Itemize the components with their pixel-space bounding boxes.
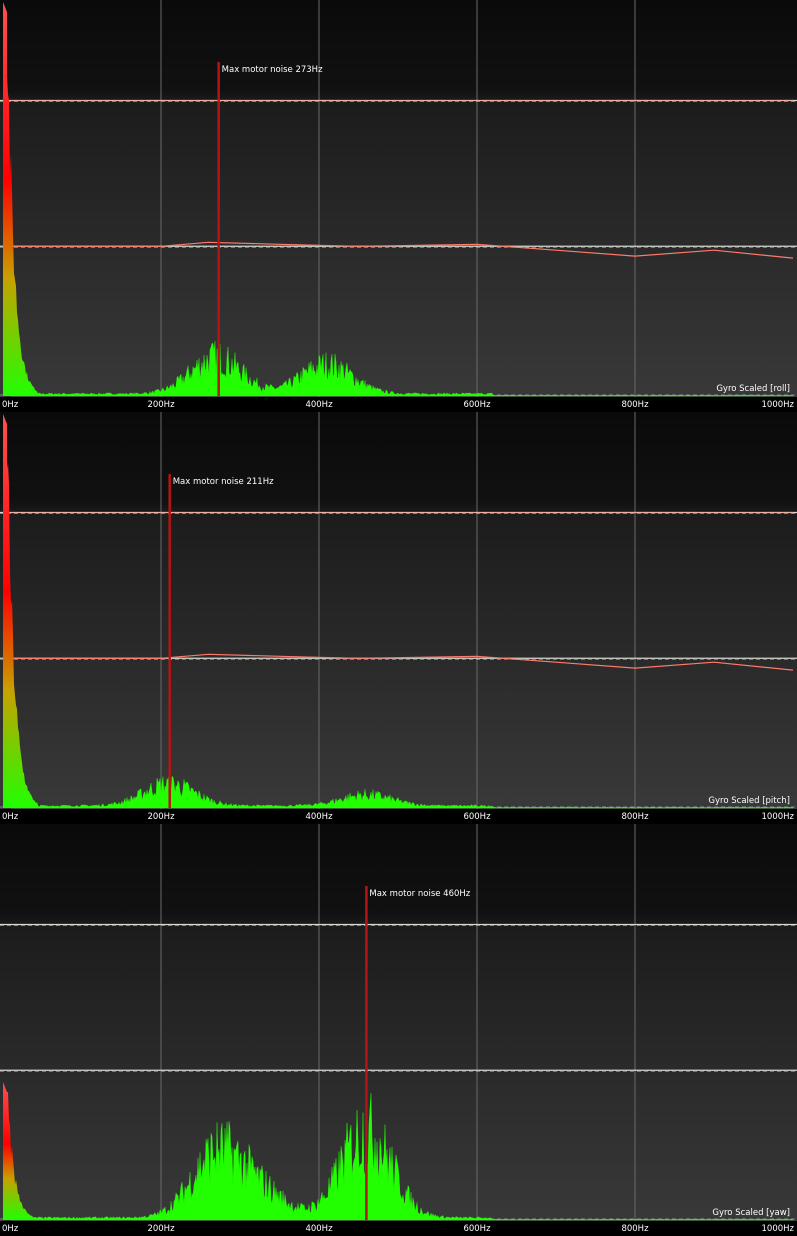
tick-label-200Hz: 200Hz — [147, 812, 175, 822]
dc-peak — [3, 1082, 39, 1220]
tick-label-0Hz: 0Hz — [2, 1224, 19, 1234]
tick-label-1000Hz: 1000Hz — [762, 812, 795, 822]
tick-label-800Hz: 800Hz — [621, 1224, 649, 1234]
tick-label-0Hz: 0Hz — [2, 812, 19, 822]
spectrum-panel-0: Max motor noise 273Hz Gyro Scaled [roll] 0… — [0, 0, 797, 411]
max-noise-label: Max motor noise 460Hz — [369, 889, 470, 899]
tick-label-1000Hz: 1000Hz — [762, 400, 795, 410]
tick-label-600Hz: 600Hz — [463, 1224, 491, 1234]
tick-label-600Hz: 600Hz — [463, 400, 491, 410]
axis-band — [0, 397, 797, 411]
spectrum-panel-1: Max motor noise 211Hz Gyro Scaled [pitch]… — [0, 412, 797, 823]
filter-response-curve — [3, 241, 794, 259]
plot-background — [0, 0, 797, 410]
axis-band — [0, 809, 797, 823]
tick-label-400Hz: 400Hz — [305, 812, 333, 822]
gyro-spectrum-area — [10, 773, 794, 809]
gyro-spectrum-area — [10, 1093, 794, 1221]
tick-label-600Hz: 600Hz — [463, 812, 491, 822]
max-noise-label: Max motor noise 273Hz — [222, 65, 323, 75]
tick-label-1000Hz: 1000Hz — [762, 1224, 795, 1234]
tick-label-800Hz: 800Hz — [621, 400, 649, 410]
tick-label-200Hz: 200Hz — [147, 1224, 175, 1234]
axis-title: Gyro Scaled [pitch] — [708, 796, 790, 806]
tick-label-800Hz: 800Hz — [621, 812, 649, 822]
spectrum-panel-2: Max motor noise 460Hz Gyro Scaled [yaw] 0H… — [0, 824, 797, 1235]
tick-label-0Hz: 0Hz — [2, 400, 19, 410]
tick-label-400Hz: 400Hz — [305, 400, 333, 410]
gyro-spectrum-area — [10, 341, 794, 397]
tick-label-200Hz: 200Hz — [147, 400, 175, 410]
plot-background — [0, 412, 797, 822]
tick-label-400Hz: 400Hz — [305, 1224, 333, 1234]
axis-title: Gyro Scaled [yaw] — [712, 1208, 790, 1218]
axis-title: Gyro Scaled [roll] — [716, 384, 790, 394]
max-noise-label: Max motor noise 211Hz — [173, 477, 274, 487]
filter-response-curve — [3, 653, 794, 671]
dc-peak — [3, 2, 39, 396]
dc-peak — [3, 414, 39, 808]
plot-background — [0, 824, 797, 1234]
axis-band — [0, 1221, 797, 1235]
